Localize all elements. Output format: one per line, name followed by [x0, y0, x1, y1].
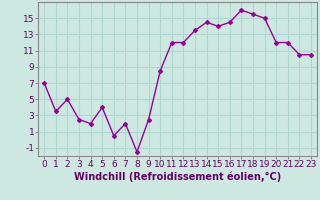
- X-axis label: Windchill (Refroidissement éolien,°C): Windchill (Refroidissement éolien,°C): [74, 172, 281, 182]
